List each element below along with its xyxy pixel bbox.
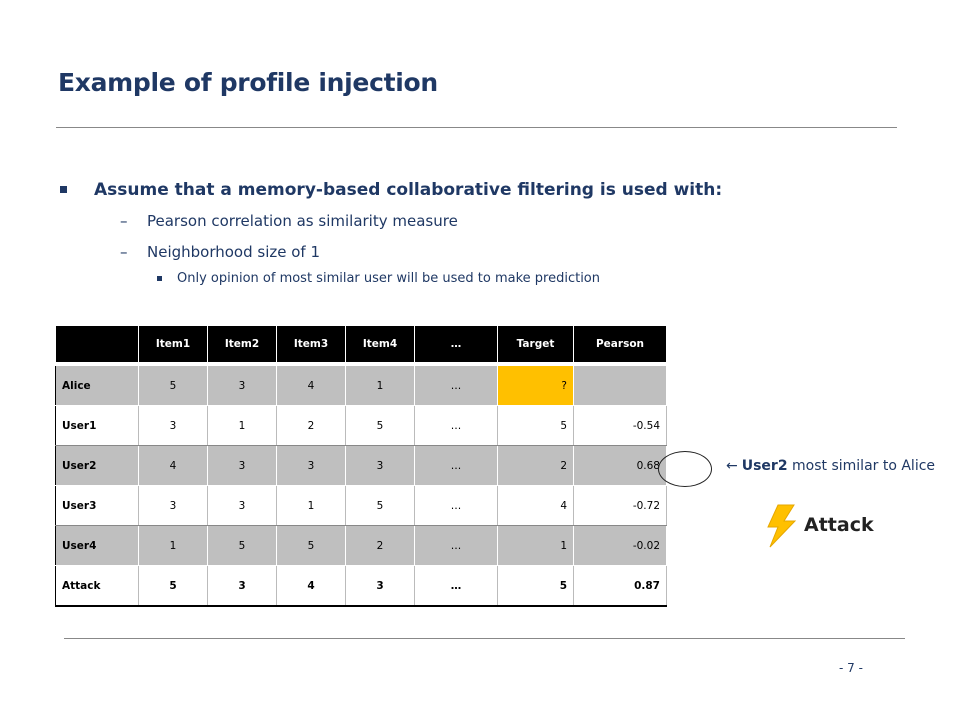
attack-label: Attack bbox=[804, 514, 874, 536]
table-cell: 1 bbox=[276, 485, 346, 526]
sub-bullet-1-text: Pearson correlation as similarity measur… bbox=[147, 212, 458, 230]
table-cell: 5 bbox=[345, 485, 415, 526]
table-cell: 5 bbox=[345, 405, 415, 446]
table-cell: -0.72 bbox=[573, 485, 667, 526]
table-cell: 0.87 bbox=[573, 565, 667, 607]
left-arrow-icon: ← bbox=[726, 458, 738, 474]
header-cell: Target bbox=[497, 326, 574, 366]
table-cell: -0.54 bbox=[573, 405, 667, 446]
page-number: - 7 - bbox=[839, 661, 863, 675]
table-cell: 2 bbox=[276, 405, 346, 446]
table-row-attack: Attack 5 3 4 3 … 5 0.87 bbox=[55, 565, 667, 607]
target-unknown-cell: ? bbox=[497, 364, 574, 406]
row-label: User4 bbox=[55, 525, 139, 566]
table-cell: 2 bbox=[345, 525, 415, 566]
table-row: Alice 5 3 4 1 … ? bbox=[55, 364, 667, 406]
table-cell: 3 bbox=[138, 405, 208, 446]
table-cell: … bbox=[414, 485, 498, 526]
row-label: User1 bbox=[55, 405, 139, 446]
ratings-table: Item1 Item2 Item3 Item4 … Target Pearson… bbox=[55, 326, 667, 607]
row-label: Attack bbox=[55, 565, 139, 607]
header-cell: Item1 bbox=[138, 326, 208, 366]
table-cell: 3 bbox=[138, 485, 208, 526]
row-label: User3 bbox=[55, 485, 139, 526]
row-label: Alice bbox=[55, 364, 139, 406]
sub-bullet-2-text: Neighborhood size of 1 bbox=[147, 243, 321, 261]
table-cell: 5 bbox=[138, 565, 208, 607]
table-cell: 3 bbox=[207, 364, 277, 406]
header-cell: Item4 bbox=[345, 326, 415, 366]
table-cell bbox=[573, 364, 667, 406]
top-divider bbox=[56, 127, 897, 128]
table-cell: … bbox=[414, 525, 498, 566]
header-cell: Item2 bbox=[207, 326, 277, 366]
sub-sub-bullet-text: Only opinion of most similar user will b… bbox=[177, 271, 600, 286]
table-cell: 1 bbox=[207, 405, 277, 446]
row-label: User2 bbox=[55, 445, 139, 486]
slide-title: Example of profile injection bbox=[58, 68, 438, 97]
most-similar-note: ← User2 most similar to Alice bbox=[726, 458, 935, 474]
table-row: User1 3 1 2 5 … 5 -0.54 bbox=[55, 405, 667, 446]
bullet-1-text: Assume that a memory-based collaborative… bbox=[94, 180, 723, 200]
header-cell: … bbox=[414, 326, 498, 366]
table-cell: 4 bbox=[497, 485, 574, 526]
table-cell: 2 bbox=[497, 445, 574, 486]
table-cell: 5 bbox=[207, 525, 277, 566]
table-cell: 5 bbox=[276, 525, 346, 566]
dash-marker: – bbox=[120, 243, 128, 261]
note-text: most similar to Alice bbox=[787, 458, 936, 474]
dash-marker: – bbox=[120, 212, 128, 230]
table-cell: … bbox=[414, 445, 498, 486]
lightning-bolt-icon bbox=[767, 504, 797, 548]
table-cell: -0.02 bbox=[573, 525, 667, 566]
table-cell: 5 bbox=[138, 364, 208, 406]
table-cell: 3 bbox=[207, 445, 277, 486]
table-cell: 1 bbox=[138, 525, 208, 566]
header-cell: Item3 bbox=[276, 326, 346, 366]
header-cell bbox=[55, 326, 139, 366]
table-cell: 5 bbox=[497, 405, 574, 446]
table-cell: … bbox=[414, 565, 498, 607]
table-cell: 3 bbox=[207, 565, 277, 607]
table-cell: 5 bbox=[497, 565, 574, 607]
table-cell: … bbox=[414, 364, 498, 406]
table-cell: 4 bbox=[276, 364, 346, 406]
bullet-square-icon bbox=[157, 276, 162, 281]
table-cell: 1 bbox=[345, 364, 415, 406]
table-cell: 4 bbox=[138, 445, 208, 486]
table-cell: 3 bbox=[345, 445, 415, 486]
table-cell: 3 bbox=[207, 485, 277, 526]
bottom-divider bbox=[64, 638, 905, 639]
table-row: User3 3 3 1 5 … 4 -0.72 bbox=[55, 485, 667, 526]
table-cell: 1 bbox=[497, 525, 574, 566]
table-cell: 0.68 bbox=[573, 445, 667, 486]
table-cell: 4 bbox=[276, 565, 346, 607]
bullet-square-icon bbox=[60, 186, 67, 193]
table-header-row: Item1 Item2 Item3 Item4 … Target Pearson bbox=[55, 326, 667, 366]
table-row: User4 1 5 5 2 … 1 -0.02 bbox=[55, 525, 667, 566]
table-cell: 3 bbox=[345, 565, 415, 607]
note-user: User2 bbox=[741, 458, 788, 474]
table-cell: 3 bbox=[276, 445, 346, 486]
table-cell: … bbox=[414, 405, 498, 446]
table-row: User2 4 3 3 3 … 2 0.68 bbox=[55, 445, 667, 486]
header-cell: Pearson bbox=[573, 326, 667, 366]
